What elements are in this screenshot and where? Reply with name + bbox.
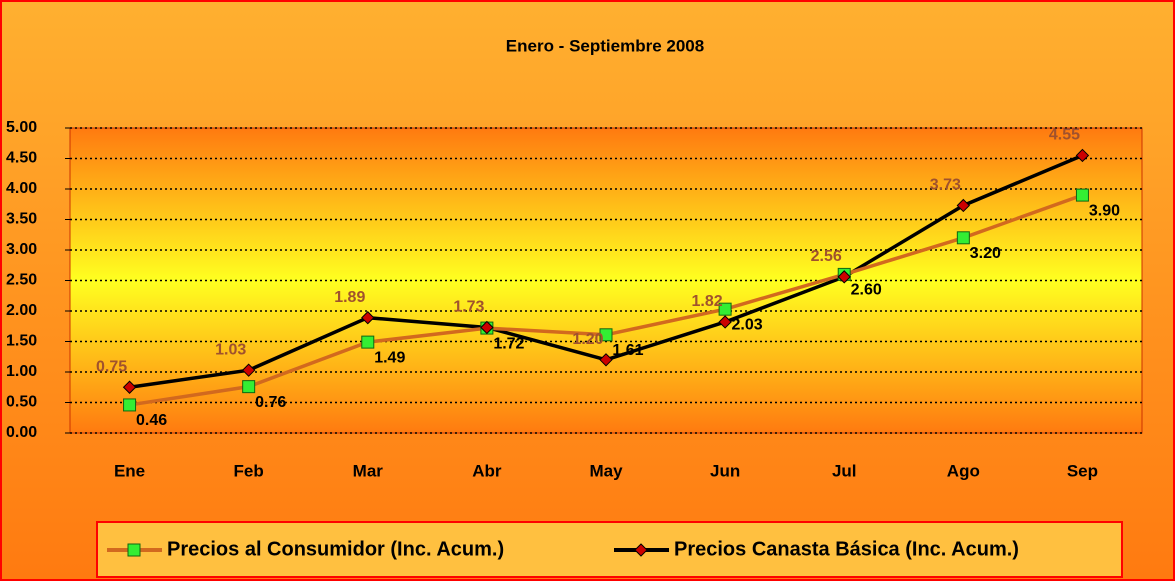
data-label: 2.56 (811, 248, 842, 265)
data-point (956, 231, 970, 245)
y-tick-label: 2.50 (6, 272, 37, 289)
data-label: 1.82 (692, 293, 723, 310)
data-label: 3.20 (970, 245, 1001, 262)
data-label: 1.20 (572, 331, 603, 348)
data-point (956, 198, 971, 213)
data-point (361, 335, 375, 349)
data-label: 2.60 (851, 282, 882, 299)
data-label: 3.73 (930, 177, 961, 194)
x-tick-label: Feb (234, 461, 264, 480)
x-tick-label: Ene (114, 461, 145, 480)
data-label: 1.72 (493, 335, 524, 352)
data-label: 0.46 (136, 412, 167, 429)
data-point (480, 320, 494, 335)
data-point (1075, 148, 1090, 163)
data-label: 1.03 (215, 341, 246, 358)
x-tick-label: Ago (947, 461, 980, 480)
data-point (123, 398, 137, 412)
y-tick-label: 1.00 (6, 363, 37, 380)
y-tick-label: 4.50 (6, 150, 37, 167)
data-point (599, 328, 613, 342)
data-label: 1.89 (334, 289, 365, 306)
data-point (599, 353, 613, 367)
legend (96, 521, 1123, 578)
legend-marker (127, 543, 141, 557)
y-tick-label: 0.00 (6, 424, 37, 441)
x-tick-label: May (589, 461, 623, 480)
data-label: 0.76 (255, 394, 286, 411)
x-tick-label: Jul (832, 461, 857, 480)
y-tick-label: 3.50 (6, 211, 37, 228)
data-point (242, 380, 256, 394)
data-point (241, 363, 256, 377)
chart-title: Enero - Septiembre 2008 (506, 36, 704, 55)
data-point (1075, 188, 1089, 202)
x-tick-label: Abr (472, 461, 502, 480)
y-tick-label: 2.00 (6, 302, 37, 319)
x-tick-label: Sep (1067, 461, 1098, 480)
data-label: 1.61 (612, 342, 643, 359)
data-label: 3.90 (1089, 202, 1120, 219)
x-tick-label: Jun (710, 461, 740, 480)
x-tick-label: Mar (353, 461, 384, 480)
data-point (718, 302, 732, 316)
data-label: 4.55 (1049, 127, 1080, 144)
data-label: 1.73 (453, 299, 484, 316)
y-tick-label: 1.50 (6, 333, 37, 350)
legend-label: Precios Canasta Básica (Inc. Acum.) (674, 538, 1019, 560)
data-label: 1.49 (374, 349, 405, 366)
data-point (361, 311, 375, 325)
data-label: 2.03 (732, 316, 763, 333)
y-tick-label: 5.00 (6, 119, 37, 136)
legend-marker (634, 543, 648, 557)
y-tick-label: 3.00 (6, 241, 37, 258)
y-tick-label: 4.00 (6, 180, 37, 197)
data-point (837, 270, 851, 284)
data-label: 0.75 (96, 358, 127, 375)
data-point (122, 380, 137, 394)
data-point (718, 315, 732, 329)
y-tick-label: 0.50 (6, 394, 37, 411)
legend-label: Precios al Consumidor (Inc. Acum.) (167, 538, 504, 560)
